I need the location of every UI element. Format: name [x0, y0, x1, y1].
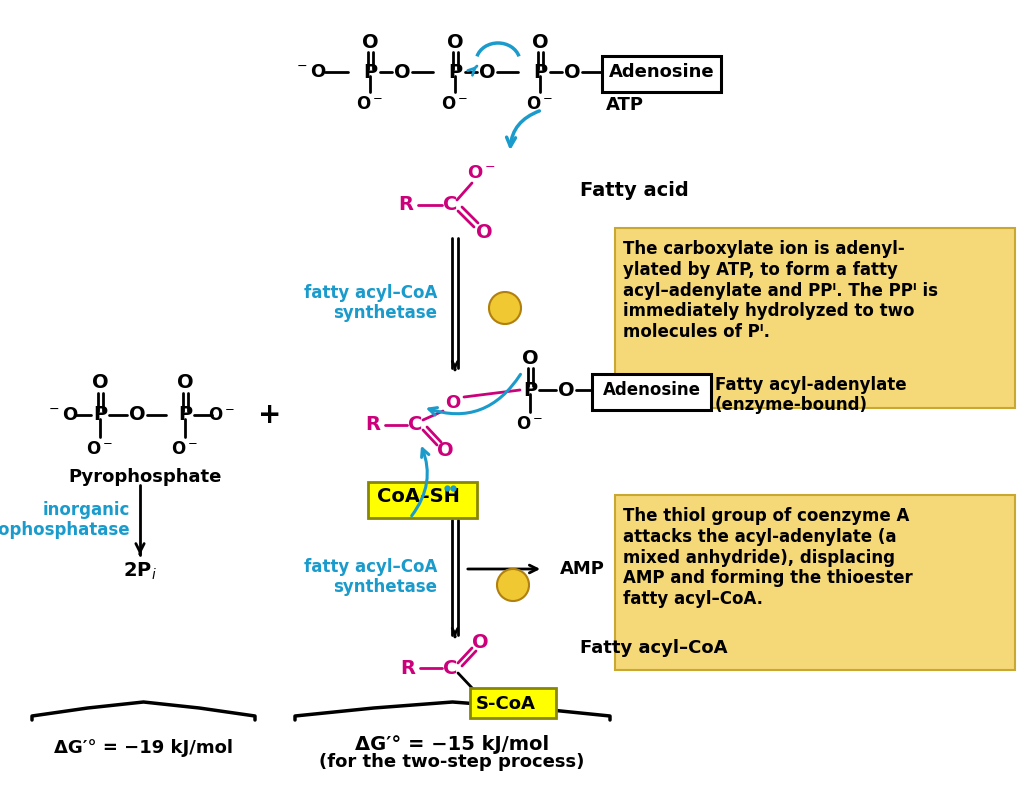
Text: P: P — [447, 62, 462, 81]
Text: P: P — [523, 381, 537, 400]
Text: P: P — [362, 62, 377, 81]
Text: The carboxylate ion is adenyl-
ylated by ATP, to form a fatty
acyl–adenylate and: The carboxylate ion is adenyl- ylated by… — [623, 240, 938, 341]
FancyBboxPatch shape — [615, 495, 1015, 670]
Text: O$^-$: O$^-$ — [516, 415, 544, 433]
Text: O$^-$: O$^-$ — [86, 440, 114, 458]
Text: O: O — [476, 224, 493, 243]
Text: 2: 2 — [506, 575, 520, 595]
Text: O: O — [393, 62, 411, 81]
Text: R: R — [366, 416, 381, 435]
FancyBboxPatch shape — [592, 374, 711, 410]
Text: ΔG′° = −15 kJ/mol: ΔG′° = −15 kJ/mol — [355, 735, 549, 754]
Text: C: C — [442, 195, 457, 215]
Text: P: P — [178, 405, 193, 424]
Text: fatty acyl–CoA
synthetase: fatty acyl–CoA synthetase — [304, 284, 437, 322]
Text: O$^-$: O$^-$ — [467, 164, 497, 182]
Text: O: O — [436, 442, 454, 461]
Text: C: C — [442, 659, 457, 678]
Text: Fatty acyl–CoA: Fatty acyl–CoA — [580, 639, 727, 657]
Text: O: O — [361, 32, 378, 51]
Text: $^-$O: $^-$O — [46, 406, 78, 424]
Text: (for the two-step process): (for the two-step process) — [319, 753, 585, 771]
Text: Fatty acid: Fatty acid — [580, 180, 689, 200]
Text: inorganic
pyrophosphatase: inorganic pyrophosphatase — [0, 501, 130, 540]
Text: P: P — [532, 62, 547, 81]
Text: O: O — [472, 633, 488, 652]
Text: O$^-$: O$^-$ — [441, 95, 469, 113]
Text: R: R — [400, 659, 416, 678]
Text: Adenosine: Adenosine — [603, 381, 701, 399]
Text: R: R — [398, 195, 414, 215]
Text: 1: 1 — [499, 299, 512, 318]
Text: O$^-$: O$^-$ — [209, 406, 236, 424]
Text: S-CoA: S-CoA — [476, 695, 536, 713]
Text: O: O — [558, 381, 574, 400]
FancyBboxPatch shape — [470, 688, 556, 718]
Text: P: P — [93, 405, 108, 424]
Text: O: O — [521, 348, 539, 367]
Text: Fatty acyl-adenylate
(enzyme-bound): Fatty acyl-adenylate (enzyme-bound) — [715, 375, 906, 415]
Text: The thiol group of coenzyme A
attacks the acyl-adenylate (a
mixed anhydride), di: The thiol group of coenzyme A attacks th… — [623, 507, 912, 608]
Text: ATP: ATP — [606, 96, 644, 114]
Text: Adenosine: Adenosine — [609, 63, 715, 81]
Text: $^-$O: $^-$O — [294, 63, 327, 81]
Text: O: O — [563, 62, 581, 81]
Text: O: O — [446, 32, 463, 51]
FancyBboxPatch shape — [615, 228, 1015, 408]
FancyBboxPatch shape — [602, 56, 721, 92]
Text: O$^-$: O$^-$ — [356, 95, 384, 113]
Text: C: C — [408, 416, 422, 435]
Text: ΔG′° = −19 kJ/mol: ΔG′° = −19 kJ/mol — [53, 739, 232, 757]
Text: O: O — [478, 62, 496, 81]
Text: AMP: AMP — [560, 560, 605, 578]
Circle shape — [489, 292, 521, 324]
Text: O: O — [177, 374, 194, 393]
Text: O: O — [129, 405, 145, 424]
Text: O: O — [445, 394, 461, 412]
Text: 2P$_i$: 2P$_i$ — [123, 560, 157, 581]
Text: Pyrophosphate: Pyrophosphate — [69, 468, 221, 486]
Text: CoA–SH: CoA–SH — [377, 487, 460, 506]
Text: O: O — [92, 374, 109, 393]
Text: O: O — [531, 32, 548, 51]
Text: O$^-$: O$^-$ — [526, 95, 554, 113]
Text: +: + — [258, 401, 282, 429]
Text: O$^-$: O$^-$ — [171, 440, 199, 458]
Circle shape — [497, 569, 529, 601]
Text: fatty acyl–CoA
synthetase: fatty acyl–CoA synthetase — [304, 558, 437, 596]
FancyBboxPatch shape — [368, 482, 477, 518]
